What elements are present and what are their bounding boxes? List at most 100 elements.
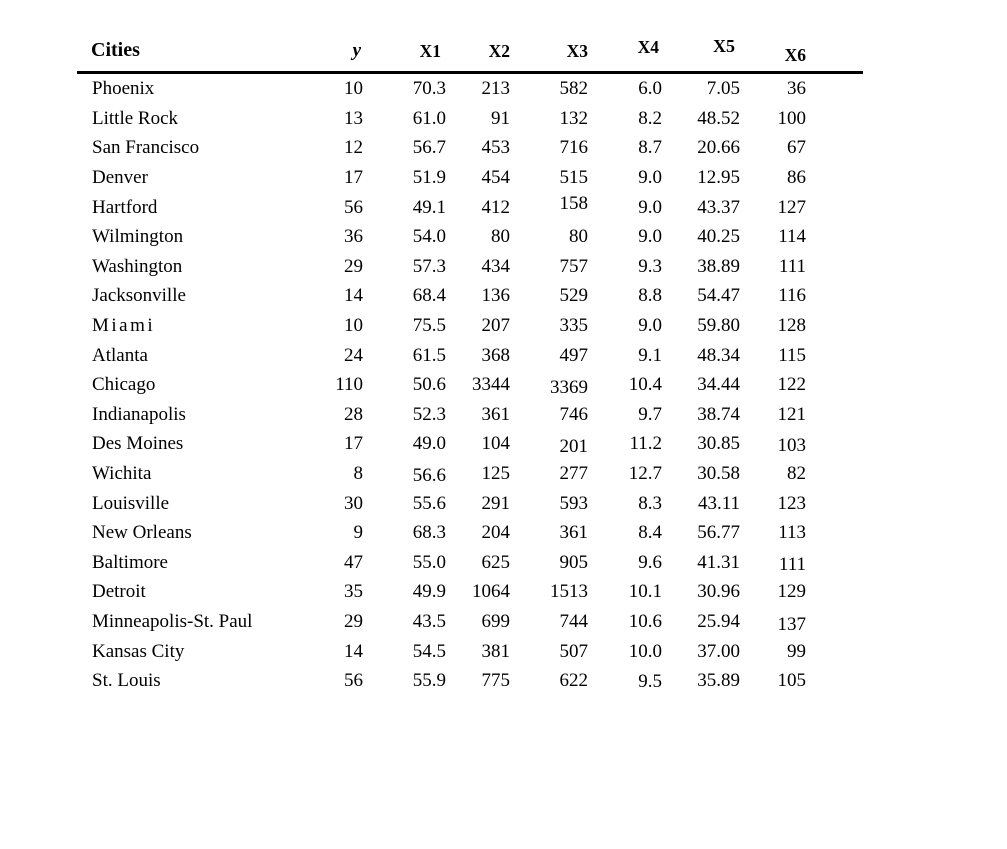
cell-city: Atlanta [92,344,148,366]
cell-x1: 54.0 [412,226,446,248]
cell-x1: 55.9 [412,670,446,692]
cell-city: Wichita [92,463,152,485]
cell-y: 56 [344,196,363,218]
cell-x2: 136 [481,285,511,307]
cell-y: 24 [344,344,363,366]
cell-x1: 43.5 [412,610,446,632]
table-row: Des Moines 17 49.0 104 201 11.2 30.85 10… [77,429,863,459]
cell-x2: 775 [481,670,511,692]
cell-y: 14 [344,640,363,662]
cell-x1: 55.6 [412,492,446,514]
table-row: Hartford 56 49.1 412 158 9.0 43.37 127 [77,192,863,222]
cell-x5: 48.52 [697,107,740,129]
table-row: Chicago 110 50.6 3344 3369 10.4 34.44 12… [77,370,863,400]
cell-x6: 123 [777,492,807,514]
cell-x3: 529 [559,285,589,307]
cell-x5: 56.77 [697,522,740,544]
cell-x6: 122 [777,374,807,396]
row-spacer [806,666,863,696]
cell-city: Detroit [92,581,146,603]
cell-x2: 454 [481,167,511,189]
cell-city: Des Moines [92,433,184,455]
cell-y: 12 [344,137,363,159]
cell-x6: 100 [777,107,807,129]
cell-x6: 86 [787,167,806,189]
cell-x6: 121 [777,403,807,425]
cell-x6: 103 [777,435,807,457]
col-header-x2: X2 [446,30,510,74]
cell-city: Baltimore [92,551,168,573]
row-spacer [806,370,863,400]
row-spacer [806,73,863,104]
cell-x2: 453 [481,137,511,159]
cell-x4: 9.0 [638,315,662,337]
col-header-y: y [323,30,363,74]
cell-x6: 129 [777,581,807,603]
cell-x5: 37.00 [697,640,740,662]
cell-x5: 35.89 [697,670,740,692]
cell-x2: 104 [481,433,511,455]
cell-x4: 8.7 [638,137,662,159]
cell-x3: 277 [559,463,589,485]
row-spacer [806,192,863,222]
cell-x1: 54.5 [412,640,446,662]
cell-city: New Orleans [92,522,192,544]
cell-x4: 9.7 [638,403,662,425]
table-row: Baltimore 47 55.0 625 905 9.6 41.31 111 [77,548,863,578]
cell-x6: 82 [787,463,806,485]
cell-y: 56 [344,670,363,692]
cell-x6: 115 [778,344,806,366]
cities-data-table: Cities y X1 X2 X3 X4 X5 X6 Phoenix 10 70… [77,25,863,696]
cell-y: 14 [344,285,363,307]
cell-city: Hartford [92,196,158,218]
cell-x2: 91 [491,107,510,129]
cell-x6: 111 [778,255,806,277]
cell-x2: 125 [481,463,511,485]
row-spacer [806,133,863,163]
cell-x3: 515 [559,167,589,189]
cell-x1: 51.9 [412,167,446,189]
cell-x1: 49.0 [412,433,446,455]
cell-x1: 68.4 [412,285,446,307]
table-row: New Orleans 9 68.3 204 361 8.4 56.77 113 [77,518,863,548]
cell-x1: 49.9 [412,581,446,603]
col-header-x6: X6 [740,34,806,78]
cell-x6: 116 [778,285,806,307]
row-spacer [806,577,863,607]
table-row: Wilmington 36 54.0 80 80 9.0 40.25 114 [77,222,863,252]
cell-x5: 40.25 [697,226,740,248]
table-row: Jacksonville 14 68.4 136 529 8.8 54.47 1… [77,281,863,311]
cell-city: Wilmington [92,226,184,248]
cell-x6: 67 [787,137,806,159]
cell-x1: 52.3 [412,403,446,425]
header-spacer [806,30,863,74]
table-header: Cities y X1 X2 X3 X4 X5 X6 [77,25,863,78]
cell-y: 29 [344,255,363,277]
row-spacer [806,163,863,193]
cell-x4: 9.0 [638,167,662,189]
cell-x3: 361 [559,522,589,544]
cell-x1: 61.5 [412,344,446,366]
cell-city: Miami [92,315,156,337]
table-row: St. Louis 56 55.9 775 622 9.5 35.89 105 [77,666,863,696]
cell-city: Denver [92,167,148,189]
table-row: Little Rock 13 61.0 91 132 8.2 48.52 100 [77,104,863,134]
cell-x3: 132 [559,107,589,129]
cell-x3: 746 [559,403,589,425]
cell-x5: 59.80 [697,315,740,337]
cell-x5: 25.94 [697,610,740,632]
row-spacer [806,311,863,341]
cell-x4: 11.2 [629,433,662,455]
cell-x5: 43.37 [697,196,740,218]
cell-x2: 412 [481,196,511,218]
table-row: San Francisco 12 56.7 453 716 8.7 20.66 … [77,133,863,163]
cell-x5: 38.74 [697,403,740,425]
cell-x2: 213 [481,78,511,100]
cell-x3: 507 [559,640,589,662]
cell-y: 36 [344,226,363,248]
table-row: Louisville 30 55.6 291 593 8.3 43.11 123 [77,488,863,518]
cell-x3: 201 [559,436,589,458]
table-row: Detroit 35 49.9 1064 1513 10.1 30.96 129 [77,577,863,607]
cell-x2: 3344 [472,374,510,396]
